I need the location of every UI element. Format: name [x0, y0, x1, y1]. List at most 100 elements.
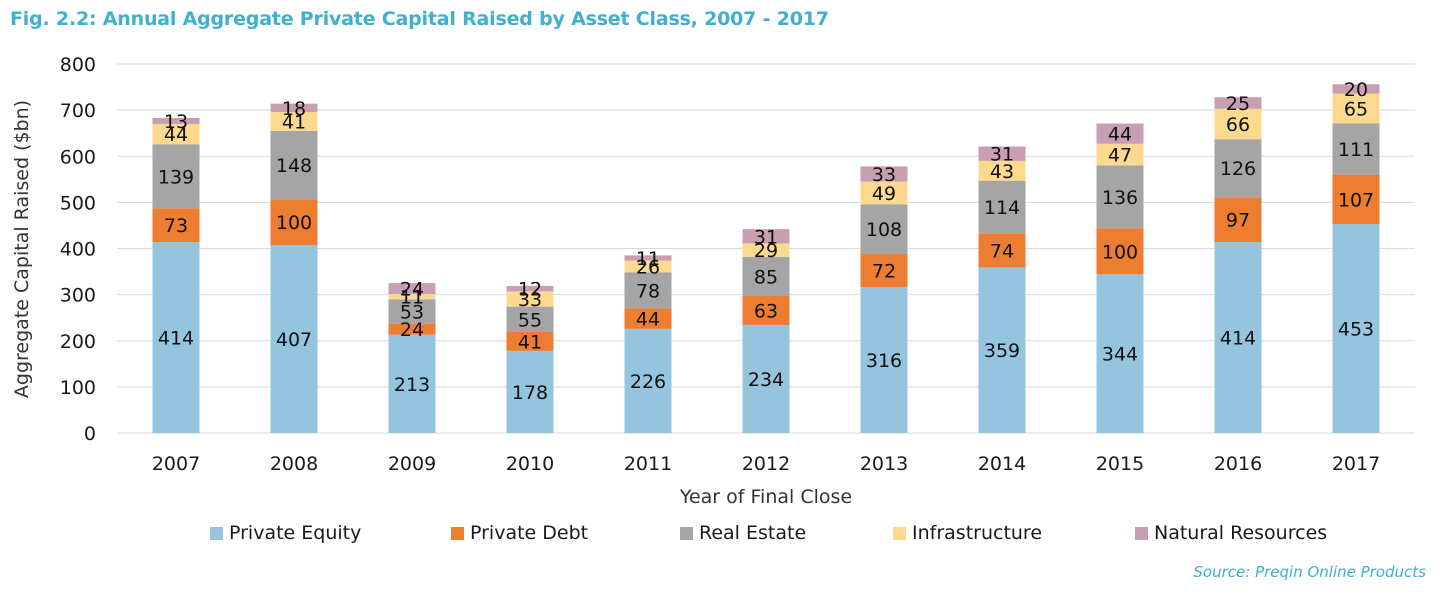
bar-segment-private-equity [270, 245, 318, 433]
y-tick-label: 100 [60, 377, 96, 399]
y-tick-label: 500 [60, 192, 96, 214]
x-tick-label: 2014 [978, 453, 1026, 475]
bar-segment-natural-resources [506, 285, 554, 292]
legend-item: Private Debt [451, 522, 588, 544]
data-label: 74 [990, 240, 1014, 262]
x-tick-label: 2013 [860, 453, 908, 475]
bar-segment-private-equity [1214, 242, 1262, 433]
data-label: 44 [1108, 124, 1132, 146]
x-tick-label: 2016 [1214, 453, 1262, 475]
x-tick-label: 2011 [624, 453, 672, 475]
bar-segment-infrastructure [270, 111, 318, 131]
data-label: 33 [872, 164, 896, 186]
bar-segment-private-debt [388, 323, 436, 335]
bar-segment-real-estate [1214, 139, 1262, 198]
y-tick-label: 800 [60, 54, 96, 76]
bar-segment-private-debt [1214, 197, 1262, 243]
legend-item: Natural Resources [1135, 522, 1327, 544]
data-label: 108 [866, 219, 902, 241]
y-tick-label: 400 [60, 239, 96, 261]
data-label: 41 [282, 111, 306, 133]
bar-segment-infrastructure [152, 123, 200, 145]
legend-swatch [893, 526, 906, 540]
bar-segment-private-equity [506, 350, 554, 433]
data-label: 18 [282, 98, 306, 120]
data-label: 49 [872, 183, 896, 205]
bar-segment-private-debt [152, 208, 200, 243]
bar-segment-private-equity [978, 267, 1026, 433]
bar-segment-real-estate [742, 256, 790, 297]
legend-label: Real Estate [699, 522, 807, 544]
bar-segment-real-estate [860, 204, 908, 255]
bar-segment-real-estate [152, 144, 200, 209]
bar-segment-real-estate [1332, 123, 1380, 175]
y-axis-ticks: 0 100 200 300 400 500 600 700 800 [60, 54, 96, 445]
legend-item: Infrastructure [893, 522, 1042, 544]
bar-segment-infrastructure [1332, 93, 1380, 124]
data-label: 107 [1338, 189, 1374, 211]
bar-segment-natural-resources [742, 229, 790, 244]
legend: Private Equity Private Debt Real Estate Inf… [0, 522, 1441, 550]
bar-segment-infrastructure [506, 291, 554, 307]
bar-segment-real-estate [506, 306, 554, 332]
bar-segment-natural-resources [388, 283, 436, 295]
data-label: 44 [164, 124, 188, 146]
bar-segment-real-estate [1096, 165, 1144, 229]
source-note: Source: Preqin Online Products [1193, 563, 1426, 581]
bar-segment-private-debt [624, 308, 672, 329]
data-label: 29 [754, 240, 778, 262]
legend-swatch [210, 526, 223, 540]
data-label: 44 [636, 309, 660, 331]
bar-segment-private-debt [1096, 228, 1144, 275]
data-label: 234 [748, 369, 784, 391]
data-label: 63 [754, 301, 778, 323]
data-label: 73 [164, 215, 188, 237]
bar-segment-private-equity [388, 334, 436, 433]
y-tick-label: 0 [84, 423, 96, 445]
data-label: 407 [276, 329, 312, 351]
bar-segment-infrastructure [742, 243, 790, 257]
data-label: 66 [1226, 114, 1250, 136]
y-axis-label: Aggregate Capital Raised ($bn) [11, 100, 33, 398]
legend-swatch [1135, 526, 1148, 540]
bar-segment-private-debt [860, 254, 908, 288]
legend-label: Infrastructure [912, 522, 1043, 544]
x-axis-label: Year of Final Close [679, 486, 852, 508]
data-label: 344 [1102, 344, 1138, 366]
bar-segment-real-estate [624, 272, 672, 309]
data-label: 136 [1102, 187, 1138, 209]
data-label: 414 [158, 328, 194, 350]
legend-item: Real Estate [680, 522, 806, 544]
data-label: 55 [518, 309, 542, 331]
data-label: 41 [518, 331, 542, 353]
bar-segment-natural-resources [624, 255, 672, 261]
data-label: 100 [276, 212, 312, 234]
legend-label: Natural Resources [1154, 522, 1328, 544]
bar-segment-infrastructure [978, 160, 1026, 181]
data-label: 139 [158, 166, 194, 188]
data-label: 24 [400, 279, 424, 301]
data-label: 453 [1338, 319, 1374, 341]
bar-segment-natural-resources [270, 103, 318, 112]
bars [152, 84, 1380, 433]
data-label: 359 [984, 340, 1020, 362]
y-tick-label: 300 [60, 285, 96, 307]
data-label: 53 [400, 301, 424, 323]
bar-segment-private-debt [742, 296, 790, 326]
x-axis-ticks: 2007 2008 2009 2010 2011 2012 2013 2014 2015 2016… [152, 453, 1380, 475]
bar-segment-natural-resources [978, 146, 1026, 161]
data-label: 33 [518, 289, 542, 311]
data-label: 65 [1344, 99, 1368, 121]
data-label: 85 [754, 266, 778, 288]
bar-segment-private-debt [270, 199, 318, 246]
data-label: 47 [1108, 145, 1132, 167]
bar-segment-real-estate [270, 130, 318, 200]
data-label: 111 [1338, 139, 1374, 161]
data-label: 414 [1220, 328, 1256, 350]
bar-segment-infrastructure [860, 181, 908, 205]
data-label: 148 [276, 155, 312, 177]
legend-swatch [451, 526, 464, 540]
x-tick-label: 2007 [152, 453, 200, 475]
data-label: 114 [984, 197, 1020, 219]
data-label: 12 [518, 279, 542, 301]
